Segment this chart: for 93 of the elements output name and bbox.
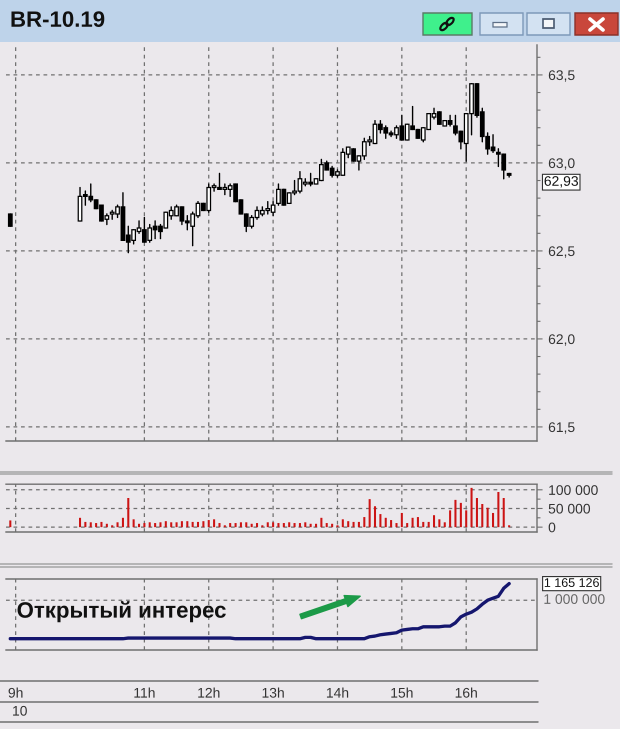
bar — [122, 518, 124, 528]
y-tick-label: 50 000 — [548, 504, 590, 514]
bar — [9, 520, 12, 528]
text: 1 000 000 — [544, 594, 605, 604]
bar — [460, 502, 462, 528]
bar — [449, 510, 452, 528]
bar — [320, 518, 322, 528]
bar — [342, 519, 344, 528]
bar — [416, 517, 419, 528]
bar — [454, 500, 456, 528]
bar — [502, 498, 505, 528]
bar — [288, 522, 290, 528]
bar — [196, 522, 200, 528]
bar — [218, 523, 221, 528]
y-tick-label: 63,5 — [548, 70, 575, 82]
y-tick-label: 0 — [548, 522, 556, 532]
annotation: 1 165 126 — [544, 578, 599, 587]
bar — [384, 518, 387, 528]
y-tick-label: 61,5 — [548, 422, 575, 434]
bar — [465, 510, 468, 528]
bar — [406, 523, 408, 528]
bar — [100, 522, 102, 528]
bar — [304, 522, 306, 528]
x-tick-label: 14h — [326, 688, 348, 698]
bar — [379, 514, 382, 528]
x-tick-label: 13h — [262, 688, 284, 698]
bar — [422, 522, 424, 528]
bar — [132, 519, 135, 528]
bar — [245, 522, 248, 528]
bar — [358, 522, 360, 528]
chart-title: BR-10.19 — [11, 11, 104, 27]
y-tick-label: 62,0 — [548, 334, 575, 346]
bar — [476, 498, 478, 528]
bar — [192, 522, 194, 528]
bar — [143, 523, 146, 528]
x-tick-label: 9h — [8, 688, 22, 698]
x-tick-label: 12h — [198, 688, 220, 698]
bar — [180, 521, 183, 528]
bar — [154, 523, 156, 528]
bar — [277, 523, 280, 528]
bar — [368, 499, 371, 528]
bar — [84, 522, 86, 528]
bar — [78, 518, 82, 528]
bar — [481, 504, 484, 528]
y-tick-label: 63,0 — [548, 158, 575, 170]
bar — [202, 521, 204, 528]
text: 10 — [13, 706, 27, 716]
text: Открытый интерес — [18, 601, 226, 622]
bar — [176, 522, 178, 528]
bar — [213, 519, 216, 528]
x-tick-label: 11h — [134, 688, 155, 698]
x-tick-label: 16h — [456, 688, 477, 698]
y-tick-label: 100 000 — [549, 485, 598, 495]
bar — [186, 521, 188, 528]
candlestick — [8, 213, 13, 227]
bar — [240, 522, 242, 528]
x-tick-label: 15h — [391, 688, 413, 698]
bar — [486, 508, 489, 528]
bar — [208, 520, 210, 528]
bar — [170, 522, 172, 528]
bar — [432, 515, 436, 528]
bar — [395, 523, 398, 528]
bar — [470, 488, 473, 528]
bar — [347, 521, 350, 528]
bar — [234, 523, 237, 528]
bar — [127, 498, 130, 528]
bar — [363, 517, 366, 528]
bar — [159, 522, 162, 528]
bar — [116, 522, 119, 528]
bar — [272, 522, 274, 528]
bar — [90, 522, 92, 528]
bar — [256, 523, 258, 528]
bar — [229, 523, 232, 528]
bar — [428, 522, 430, 528]
bar — [298, 523, 301, 528]
bar — [326, 523, 328, 528]
bar — [95, 523, 98, 528]
bar — [148, 522, 151, 528]
bar — [390, 520, 392, 528]
bar — [497, 492, 500, 528]
bar — [412, 518, 414, 528]
bar — [444, 522, 446, 528]
bar — [492, 512, 494, 528]
bar — [266, 522, 269, 528]
bar — [282, 523, 285, 528]
bar — [400, 512, 403, 528]
bar — [294, 523, 296, 528]
bar — [374, 506, 376, 528]
annotation: 62,93 — [544, 176, 578, 188]
bar — [438, 519, 440, 528]
bar — [352, 522, 355, 528]
y-tick-label: 62,5 — [548, 246, 575, 258]
bar — [164, 521, 167, 528]
